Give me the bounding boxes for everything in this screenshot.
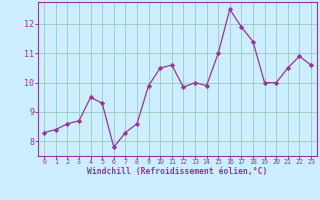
X-axis label: Windchill (Refroidissement éolien,°C): Windchill (Refroidissement éolien,°C) (87, 167, 268, 176)
